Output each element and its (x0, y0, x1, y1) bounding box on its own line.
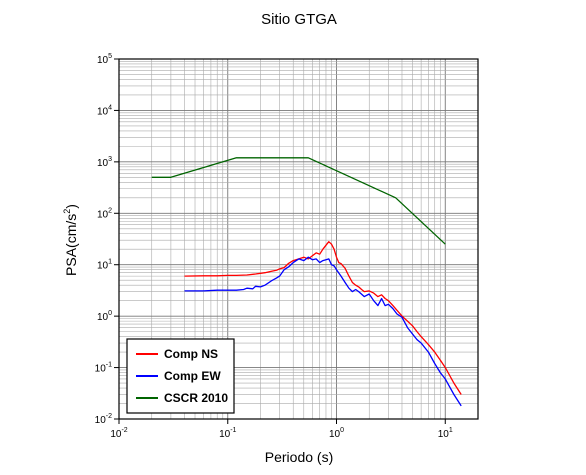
y-tick-label: 10-2 (95, 413, 112, 426)
y-tick-label: 101 (97, 259, 112, 272)
y-axis-label-superscript: 2 (62, 209, 72, 214)
y-tick-label: 105 (97, 53, 112, 66)
y-axis-label: PSA(cm/s2) (62, 204, 79, 276)
x-tick-label: 100 (329, 427, 344, 440)
legend-label: Comp NS (164, 347, 218, 361)
y-axis-label-base: PSA(cm/s (63, 214, 79, 276)
legend-label: CSCR 2010 (164, 391, 228, 405)
axis-ticks: 10-2 10-1 100 101 10-2 10-1 100 101 102 103 104 105 (95, 53, 453, 440)
y-axis-label-close: ) (63, 204, 79, 209)
y-tick-label: 100 (97, 310, 112, 323)
y-tick-label: 104 (97, 104, 112, 117)
y-tick-label: 102 (97, 207, 112, 220)
data-series (151, 157, 462, 407)
plot-frame (118, 58, 479, 420)
x-tick-label: 101 (438, 427, 453, 440)
series-line-comp-ew (184, 256, 462, 407)
x-tick-label: 10-2 (110, 427, 127, 440)
x-axis-label: Periodo (s) (265, 449, 333, 465)
grid-lines (118, 58, 479, 420)
chart-title: Sitio GTGA (261, 11, 337, 28)
series-line-cscr-2010 (151, 157, 446, 245)
y-tick-label: 10-1 (95, 362, 112, 375)
legend-label: Comp EW (164, 369, 221, 383)
x-tick-label: 10-1 (219, 427, 236, 440)
y-tick-label: 103 (97, 156, 112, 169)
legend: Comp NS Comp EW CSCR 2010 (126, 338, 235, 414)
series-line-comp-ns (184, 241, 462, 395)
